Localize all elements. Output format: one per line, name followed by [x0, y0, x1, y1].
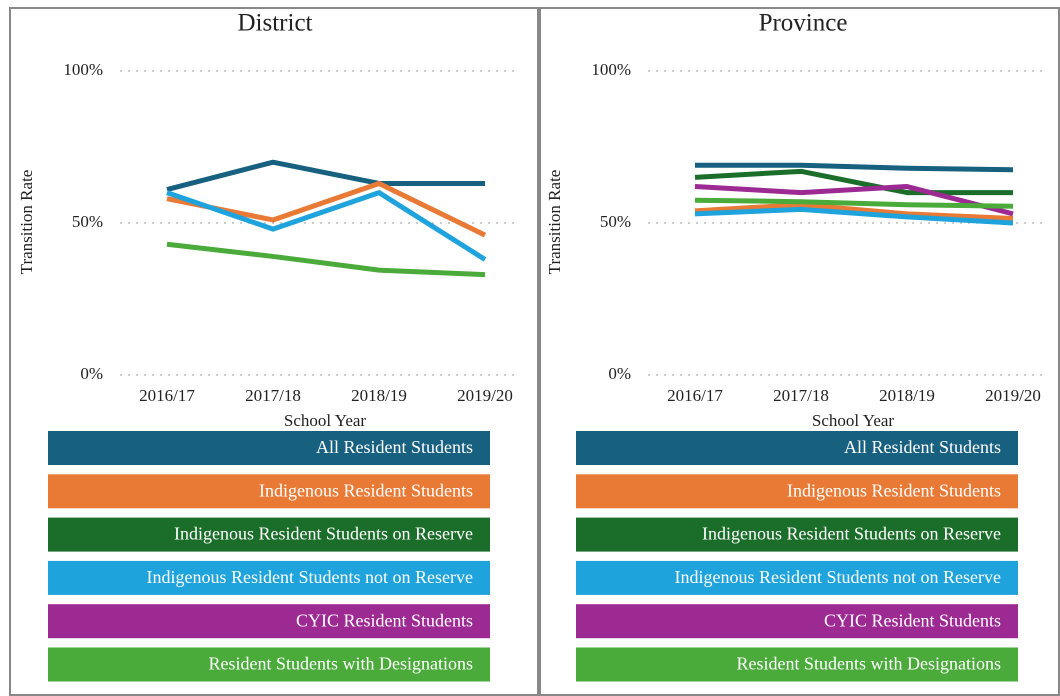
legend-label: Resident Students with Designations: [737, 654, 1002, 674]
x-tick-label: 2019/20: [985, 386, 1041, 405]
y-tick-label: 50%: [72, 212, 103, 231]
legend-swatch: [576, 474, 1018, 509]
legend-label: Indigenous Resident Students: [787, 480, 1001, 500]
y-tick-label: 50%: [600, 212, 631, 231]
x-axis-title: School Year: [812, 411, 895, 430]
x-tick-label: 2019/20: [457, 386, 513, 405]
legend-swatch: [48, 431, 490, 465]
x-tick-label: 2018/19: [351, 386, 407, 405]
legend-label: All Resident Students: [844, 437, 1001, 457]
chart-title: Province: [759, 10, 848, 37]
chart-title: District: [238, 10, 313, 37]
series-line: [695, 162, 1014, 173]
series-line: [166, 190, 487, 262]
series-line: [694, 202, 1014, 221]
legend-label: All Resident Students: [316, 437, 473, 457]
y-tick-label: 100%: [591, 60, 631, 79]
series-line: [166, 159, 485, 192]
legend-label: Indigenous Resident Students on Reserve: [702, 524, 1001, 544]
y-tick-label: 0%: [80, 364, 103, 383]
y-tick-label: 0%: [608, 364, 631, 383]
x-axis-title: School Year: [284, 411, 367, 430]
y-tick-label: 100%: [63, 60, 103, 79]
legend-swatch: [576, 647, 1018, 682]
x-tick-label: 2016/17: [667, 386, 723, 405]
legend-label: CYIC Resident Students: [296, 610, 473, 630]
legend-label: Resident Students with Designations: [209, 654, 474, 674]
legend-swatch: [48, 560, 490, 595]
series-line: [694, 184, 1014, 217]
legend-label: CYIC Resident Students: [824, 610, 1001, 630]
legend-label: Indigenous Resident Students on Reserve: [174, 524, 473, 544]
series-line: [694, 168, 1013, 196]
legend-swatch: [576, 431, 1018, 465]
legend-swatch: [576, 560, 1018, 595]
panel-border: [539, 7, 1060, 696]
legend-label: Indigenous Resident Students not on Rese…: [675, 567, 1001, 587]
series-line: [694, 197, 1014, 209]
legend-label: Indigenous Resident Students: [259, 480, 473, 500]
y-axis-title: Transition Rate: [17, 170, 36, 275]
series-line: [694, 206, 1014, 226]
legend-swatch: [576, 517, 1018, 552]
series-line: [166, 241, 486, 278]
x-tick-label: 2017/18: [773, 386, 829, 405]
legend-swatch: [48, 604, 490, 639]
x-tick-label: 2016/17: [139, 386, 195, 405]
legend-swatch: [48, 647, 490, 682]
x-tick-label: 2017/18: [245, 386, 301, 405]
y-axis-title: Transition Rate: [545, 170, 564, 275]
x-tick-label: 2018/19: [879, 386, 935, 405]
legend-swatch: [48, 517, 490, 552]
panel-border: [9, 7, 539, 696]
legend-label: Indigenous Resident Students not on Rese…: [147, 567, 473, 587]
legend-swatch: [48, 474, 490, 509]
legend-swatch: [576, 604, 1018, 639]
